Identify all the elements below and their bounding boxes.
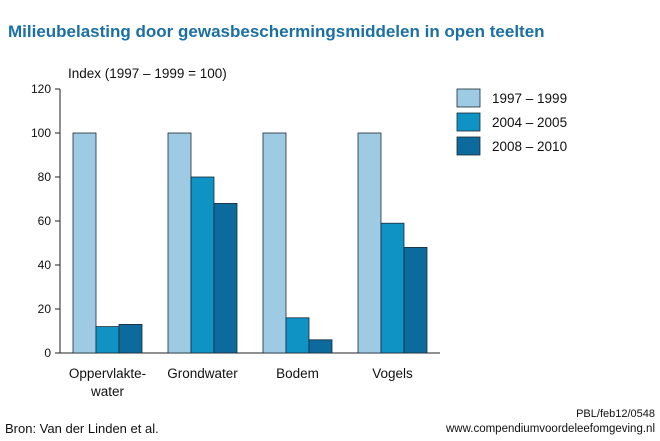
y-tick-label: 60 <box>38 214 52 228</box>
y-axis-label: Index (1997 – 1999 = 100) <box>68 66 227 81</box>
x-category-label: Bodem <box>276 366 319 381</box>
legend-swatch-2 <box>456 112 481 132</box>
y-tick-label: 80 <box>38 170 52 184</box>
bar-2-series-1 <box>167 132 192 354</box>
legend-swatch-3 <box>456 136 481 156</box>
legend-label-3: 2008 – 2010 <box>492 139 567 154</box>
y-tick-label: 100 <box>31 126 51 140</box>
bar-1-series-1 <box>72 132 97 354</box>
bar-4-series-1 <box>357 132 382 354</box>
bar-3-series-3 <box>308 339 333 354</box>
x-category-label: Vogels <box>372 366 413 381</box>
bar-2-series-3 <box>213 202 238 354</box>
website-link[interactable]: www.compendiumvoordeleefomgeving.nl <box>445 423 655 435</box>
y-tick-label: 40 <box>38 258 52 272</box>
bar-1-series-3 <box>118 323 143 354</box>
x-category-label: Grondwater <box>167 366 238 381</box>
bar-4-series-3 <box>403 246 428 354</box>
y-tick-label: 120 <box>31 82 51 96</box>
x-category-label: Oppervlakte- <box>69 366 146 381</box>
bar-2-series-2 <box>190 176 215 354</box>
bar-4-series-2 <box>380 222 405 354</box>
reference-code: PBL/feb12/0548 <box>576 408 655 420</box>
legend-swatch-1 <box>456 88 481 108</box>
bar-3-series-1 <box>262 132 287 354</box>
x-category-label: water <box>90 384 125 399</box>
source-note: Bron: Van der Linden et al. <box>5 421 159 436</box>
bar-3-series-2 <box>285 317 310 354</box>
y-tick-label: 0 <box>44 346 51 360</box>
chart-title: Milieubelasting door gewasbeschermingsmi… <box>8 22 545 41</box>
bar-1-series-2 <box>95 326 120 354</box>
legend-label-1: 1997 – 1999 <box>492 91 567 106</box>
y-tick-label: 20 <box>38 302 52 316</box>
legend-label-2: 2004 – 2005 <box>492 115 567 130</box>
